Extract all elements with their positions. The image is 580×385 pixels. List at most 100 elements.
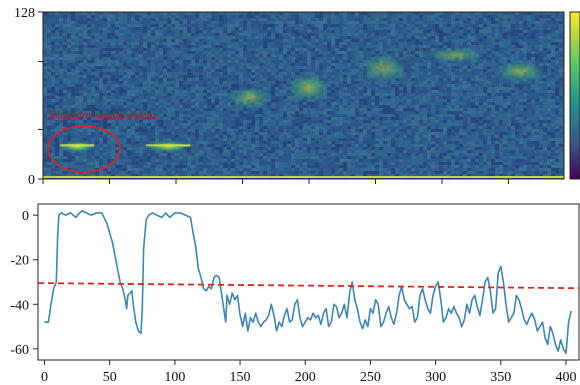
spectrogram-cell <box>383 30 387 33</box>
spectrogram-cell <box>267 144 271 147</box>
spectrogram-cell <box>311 168 315 171</box>
spectrogram-cell <box>167 72 171 75</box>
spectrogram-cell <box>299 153 303 156</box>
spectrogram-cell <box>287 153 291 156</box>
spectrogram-cell <box>79 72 83 75</box>
spectrogram-cell <box>87 90 91 93</box>
spectrogram-cell <box>167 18 171 21</box>
spectrogram-cell <box>215 63 219 66</box>
spectrogram-cell <box>355 135 359 138</box>
spectrogram-cell <box>391 90 395 93</box>
spectrogram-cell <box>383 162 387 165</box>
spectrogram-cell <box>235 153 239 156</box>
spectrogram-cell <box>339 141 343 144</box>
spectrogram-cell <box>147 162 151 165</box>
spectrogram-cell <box>167 21 171 24</box>
spectrogram-cell <box>247 144 251 147</box>
spectrogram-cell <box>283 87 287 90</box>
spectrogram-cell <box>347 60 351 63</box>
spectrogram-cell <box>215 99 219 102</box>
spectrogram-cell <box>207 87 211 90</box>
spectrogram-cell <box>343 120 347 123</box>
spectrogram-cell <box>307 36 311 39</box>
spectrogram-cell <box>119 15 123 18</box>
spectrogram-cell <box>323 141 327 144</box>
spectrogram-cell <box>103 93 107 96</box>
spectrogram-cell <box>279 165 283 168</box>
spectrogram-cell <box>239 129 243 132</box>
spectrogram-cell <box>291 63 295 66</box>
spectrogram-cell <box>231 123 235 126</box>
spectrogram-cell <box>251 27 255 30</box>
spectrogram-cell <box>215 159 219 162</box>
spectrogram-cell <box>147 102 151 105</box>
spectrogram-cell <box>191 120 195 123</box>
spectrogram-cell <box>363 39 367 42</box>
spectrogram-cell <box>307 102 311 105</box>
spectrogram-cell <box>207 75 211 78</box>
spectrogram-cell <box>183 168 187 171</box>
spectrogram-cell <box>227 141 231 144</box>
spectrogram-cell <box>231 42 235 45</box>
spectrogram-cell <box>395 159 399 162</box>
spectrogram-cell <box>299 69 303 72</box>
spectrogram-cell <box>75 165 79 168</box>
spectrogram-cell <box>275 21 279 24</box>
spectrogram-cell <box>359 15 363 18</box>
spectrogram-cell <box>363 156 367 159</box>
spectrogram-cell <box>319 168 323 171</box>
spectrogram-cell <box>239 27 243 30</box>
spectrogram-cell <box>159 102 163 105</box>
spectrogram-cell <box>95 42 99 45</box>
spectrogram-cell <box>135 90 139 93</box>
spectrogram-cell <box>215 57 219 60</box>
spectrogram-cell <box>271 12 275 15</box>
spectrogram-cell <box>171 105 175 108</box>
spectrogram-cell <box>367 51 371 54</box>
spectrogram-cell <box>247 78 251 81</box>
spectrogram-cell <box>327 27 331 30</box>
spectrogram-cell <box>371 81 375 84</box>
spectrogram-cell <box>47 84 51 87</box>
spectrogram-cell <box>151 117 155 120</box>
spectrogram-cell <box>127 66 131 69</box>
spectrogram-cell <box>327 24 331 27</box>
spectrogram-cell <box>195 42 199 45</box>
spectrogram-cell <box>183 63 187 66</box>
spectrogram-cell <box>271 21 275 24</box>
spectrogram-cell <box>91 27 95 30</box>
spectrogram-cell <box>371 27 375 30</box>
spectrogram-cell <box>299 147 303 150</box>
spectrogram-cell <box>151 135 155 138</box>
spectrogram-cell <box>215 90 219 93</box>
spectrogram-cell <box>331 153 335 156</box>
spectrogram-cell <box>79 81 83 84</box>
spectrogram-cell <box>231 57 235 60</box>
spectrogram-cell <box>215 36 219 39</box>
spectrogram-cell <box>119 72 123 75</box>
spectrogram-cell <box>335 99 339 102</box>
spectrogram-cell <box>131 159 135 162</box>
spectrogram-cell <box>179 165 183 168</box>
spectrogram-cell <box>307 138 311 141</box>
spectrogram-cell <box>131 117 135 120</box>
spectrogram-cell <box>255 12 259 15</box>
spectrogram-cell <box>99 141 103 144</box>
spectrogram-cell <box>315 15 319 18</box>
spectrogram-cell <box>135 102 139 105</box>
spectrogram-cell <box>59 30 63 33</box>
spectrogram-cell <box>199 75 203 78</box>
spectrogram-cell <box>315 114 319 117</box>
spectrogram-cell <box>183 105 187 108</box>
spectrogram-cell <box>115 117 119 120</box>
spectrogram-cell <box>287 42 291 45</box>
spectrogram-cell <box>147 36 151 39</box>
spectrogram-cell <box>203 114 207 117</box>
spectrogram-cell <box>275 105 279 108</box>
spectrogram-cell <box>139 15 143 18</box>
spectrogram-cell <box>379 126 383 129</box>
spectrogram-cell <box>55 120 59 123</box>
spectrogram-cell <box>219 105 223 108</box>
spectrogram-cell <box>175 33 179 36</box>
spectrogram-cell <box>111 54 115 57</box>
